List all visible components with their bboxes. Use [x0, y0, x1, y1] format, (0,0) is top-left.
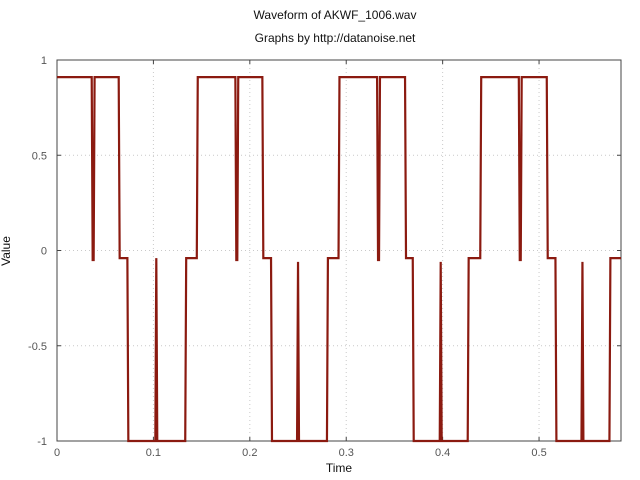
x-tick-label: 0.3	[339, 447, 354, 459]
x-tick-label: 0	[54, 447, 60, 459]
x-tick-label: 0.1	[146, 447, 161, 459]
x-tick-label: 0.4	[435, 447, 450, 459]
y-tick-label: -0.5	[28, 341, 47, 353]
plot-frame	[56, 59, 622, 442]
series-layer	[57, 76, 621, 443]
x-axis-label: Time	[326, 461, 353, 475]
y-axis-label: Value	[0, 236, 13, 266]
waveform-line	[57, 76, 621, 443]
x-tick-label: 0.2	[242, 447, 257, 459]
y-tick-label: 0	[41, 246, 47, 258]
y-tick-label: 1	[41, 55, 47, 67]
axis-ticks: 0 0.1 0.2 0.3 0.4 0.5 1 0.5 0 -0.5 -1	[28, 55, 621, 459]
y-tick-label: -1	[37, 436, 47, 448]
chart-subtitle: Graphs by http://datanoise.net	[255, 31, 416, 45]
x-tick-label: 0.5	[531, 447, 546, 459]
chart-title: Waveform of AKWF_1006.wav	[254, 8, 417, 22]
y-tick-label: 0.5	[32, 150, 47, 162]
